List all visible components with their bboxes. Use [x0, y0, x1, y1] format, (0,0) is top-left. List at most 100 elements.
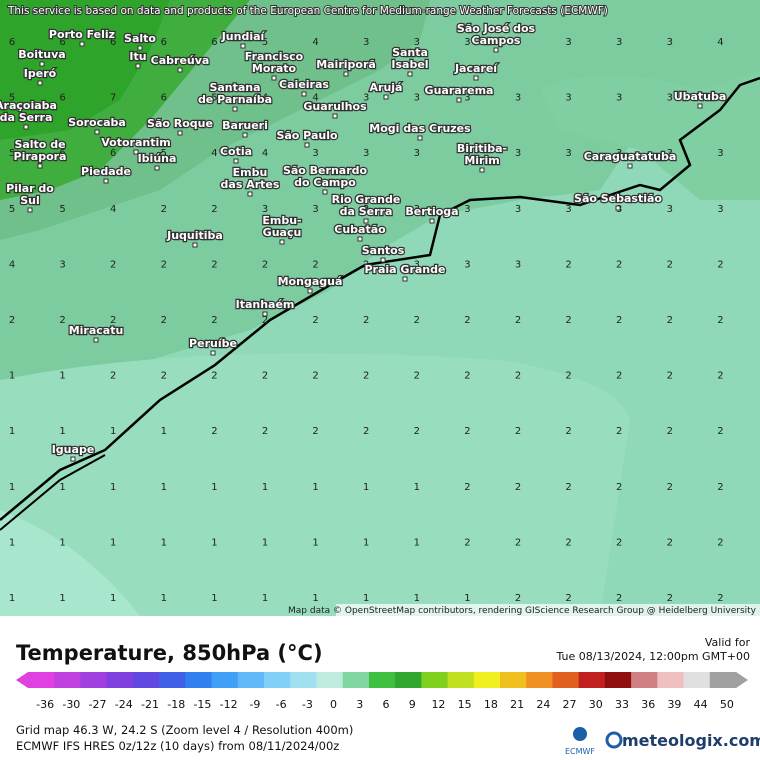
place-label: Jacareí	[454, 62, 498, 75]
grid-value: 7	[110, 93, 116, 104]
model-info: ECMWF IFS HRES 0z/12z (10 days) from 08/…	[16, 739, 339, 753]
grid-value: 1	[262, 482, 268, 493]
valid-label: Valid for	[705, 636, 751, 649]
place-dot	[479, 167, 485, 173]
grid-value: 6	[161, 37, 167, 48]
grid-value: 3	[363, 204, 369, 215]
places: Porto Feliz Salto Jundiaí Boituva Itu Cabreúv…	[0, 21, 728, 462]
zone-6	[0, 0, 170, 140]
grid-value: 1	[9, 482, 15, 493]
place-dot	[135, 63, 141, 69]
grid-value: 6	[110, 148, 116, 159]
colorbar-tick-label: -12	[220, 698, 238, 711]
grid-value: 2	[565, 371, 571, 382]
grid-value: 2	[211, 259, 217, 270]
colorbar: -36 -30 -27 -24 -21 -18 -15 -12 -9 -6 -3 0 3 6 9 12 15 18…	[16, 672, 748, 711]
grid-value: 2	[211, 204, 217, 215]
grid-value: 2	[464, 537, 470, 548]
grid-value: 2	[262, 259, 268, 270]
grid-value: 3	[312, 204, 318, 215]
colorbar-segment	[683, 672, 711, 688]
grid-value: 2	[312, 315, 318, 326]
grid-value: 2	[363, 371, 369, 382]
grid-value: 2	[565, 482, 571, 493]
place-label: do Campo	[294, 176, 356, 189]
grid-value: 2	[717, 482, 723, 493]
colorbar-segment	[342, 672, 370, 688]
grid-value: 2	[616, 593, 622, 604]
place-dot	[39, 61, 45, 67]
grid-value: 2	[110, 371, 116, 382]
grid-value: 1	[161, 426, 167, 437]
colorbar-tick-label: -27	[89, 698, 107, 711]
grid-value: 3	[464, 148, 470, 159]
grid-info: Grid map 46.3 W, 24.2 S (Zoom level 4 / …	[16, 723, 353, 737]
place-dot	[133, 149, 139, 155]
place-label: Caraguatatuba	[584, 150, 677, 163]
grid-value: 2	[414, 371, 420, 382]
grid-value: 2	[515, 593, 521, 604]
grid-value: 2	[464, 426, 470, 437]
grid-value: 1	[414, 482, 420, 493]
place-label: Rio Grande	[332, 193, 401, 206]
colorbar-tick-label: -36	[36, 698, 54, 711]
grid-value: 3	[515, 148, 521, 159]
grid-value: 1	[363, 482, 369, 493]
grid-value: 2	[110, 259, 116, 270]
colorbar-segment	[657, 672, 685, 688]
grid-value: 1	[312, 593, 318, 604]
colorbar-tick-label: 39	[667, 698, 681, 711]
place-label: São Paulo	[276, 129, 338, 142]
place-dot	[37, 80, 43, 86]
grid-value: 3	[616, 93, 622, 104]
place-label: Caieiras	[279, 78, 329, 91]
grid-value: 3	[565, 93, 571, 104]
place-label: da Serra	[0, 111, 52, 124]
grid-value: 3	[414, 204, 420, 215]
colorbar-segment	[316, 672, 344, 688]
grid-value: 5	[9, 93, 15, 104]
grid-value: 3	[515, 259, 521, 270]
place-dot	[210, 350, 216, 356]
grid-value: 1	[262, 537, 268, 548]
grid-value: 5	[161, 148, 167, 159]
grid-value: 3	[515, 93, 521, 104]
grid-value: 2	[59, 315, 65, 326]
grid-value: 1	[363, 537, 369, 548]
grid-value: 3	[717, 148, 723, 159]
colorbar-segment	[290, 672, 317, 688]
colorbar-tick-label: -30	[62, 698, 80, 711]
grid-value: 1	[414, 593, 420, 604]
grid-value: 6	[9, 37, 15, 48]
legend-title: Temperature, 850hPa (°C)	[16, 641, 323, 665]
grid-value: 2	[717, 371, 723, 382]
grid-value: 2	[667, 537, 673, 548]
colorbar-segment	[237, 672, 265, 688]
grid-value: 2	[414, 315, 420, 326]
place-label: Isabel	[391, 58, 428, 71]
grid-value: 2	[667, 426, 673, 437]
grid-value: 1	[363, 593, 369, 604]
place-label: Araçoiaba	[0, 99, 57, 112]
place-label: Peruíbe	[189, 337, 237, 350]
grid-value: 1	[59, 482, 65, 493]
grid-value: 2	[363, 259, 369, 270]
place-dot	[417, 135, 423, 141]
colorbar-segment	[473, 672, 501, 688]
colorbar-tick-label: 30	[589, 698, 603, 711]
place-dot	[177, 130, 183, 136]
grid-value: 2	[110, 315, 116, 326]
place-label: Pirapora	[14, 150, 67, 163]
grid-value: 3	[717, 204, 723, 215]
colorbar-segment	[500, 672, 527, 688]
place-label: Porto Feliz	[49, 28, 115, 41]
place-dot	[23, 124, 29, 130]
place-label: Morato	[252, 62, 297, 75]
colorbar-segment	[421, 672, 449, 688]
place-dot	[93, 337, 99, 343]
colorbar-tick-label: 15	[458, 698, 472, 711]
colorbar-segment	[709, 672, 737, 688]
place-dot	[247, 191, 253, 197]
grid-value: 2	[565, 537, 571, 548]
